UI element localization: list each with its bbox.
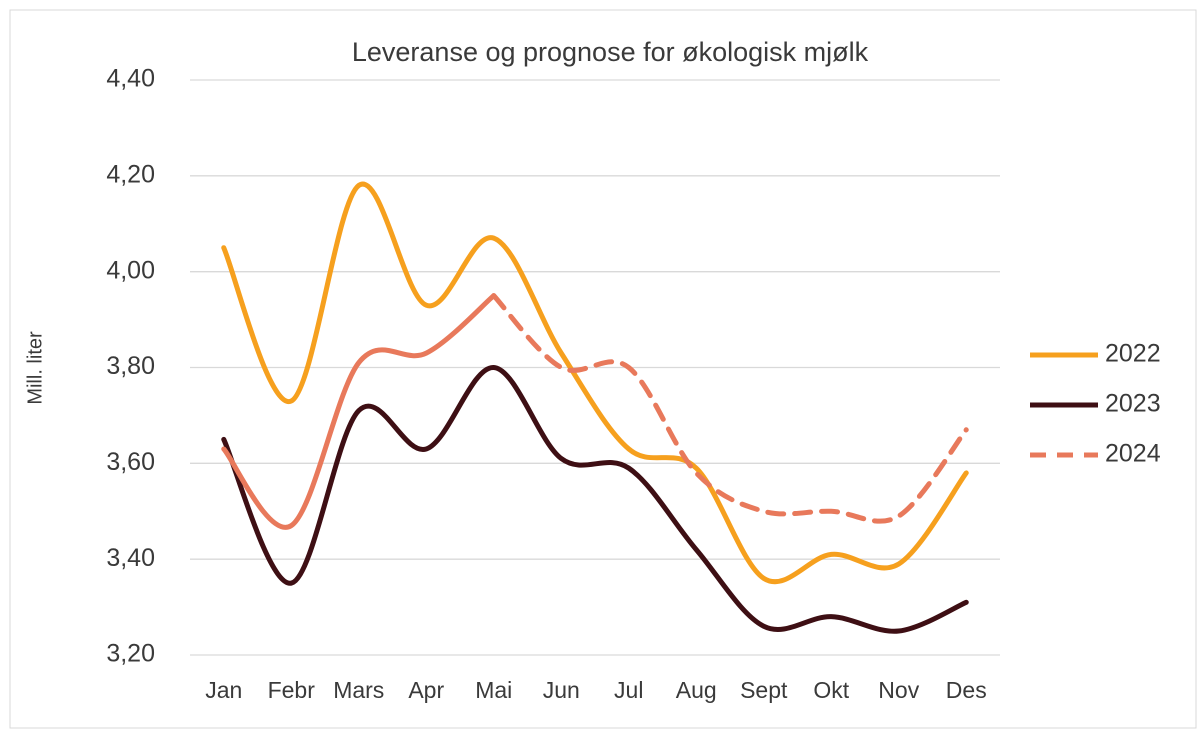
- series-line: [221, 181, 969, 585]
- chart-border: [9, 9, 1197, 729]
- y-axis-label: Mill. liter: [24, 331, 46, 405]
- series-line: [221, 293, 497, 530]
- series-line: [221, 365, 969, 634]
- x-tick-label: Okt: [813, 677, 849, 703]
- x-tick-label: Jan: [205, 677, 242, 703]
- x-tick-label: Des: [946, 677, 987, 703]
- x-tick-label: Mai: [475, 677, 512, 703]
- x-tick-label: Jul: [614, 677, 643, 703]
- x-tick-label: Sept: [740, 677, 788, 703]
- y-tick-label: 4,40: [106, 65, 155, 93]
- y-tick-label: 3,60: [106, 448, 155, 476]
- legend-label: 2022: [1105, 340, 1161, 368]
- legend-label: 2023: [1105, 390, 1161, 418]
- chart-title: Leveranse og prognose for økologisk mjøl…: [352, 37, 869, 67]
- y-tick-label: 3,80: [106, 352, 155, 380]
- legend-label: 2024: [1105, 440, 1161, 468]
- y-tick-label: 4,00: [106, 256, 155, 284]
- y-tick-label: 4,20: [106, 160, 155, 188]
- x-tick-label: Aug: [676, 677, 717, 703]
- x-tick-label: Apr: [408, 677, 444, 703]
- y-tick-label: 3,20: [106, 640, 155, 668]
- x-tick-label: Jun: [543, 677, 580, 703]
- x-tick-label: Mars: [333, 677, 384, 703]
- x-tick-label: Febr: [268, 677, 316, 703]
- y-tick-label: 3,40: [106, 544, 155, 572]
- series-line: [491, 293, 969, 524]
- x-tick-label: Nov: [878, 677, 919, 703]
